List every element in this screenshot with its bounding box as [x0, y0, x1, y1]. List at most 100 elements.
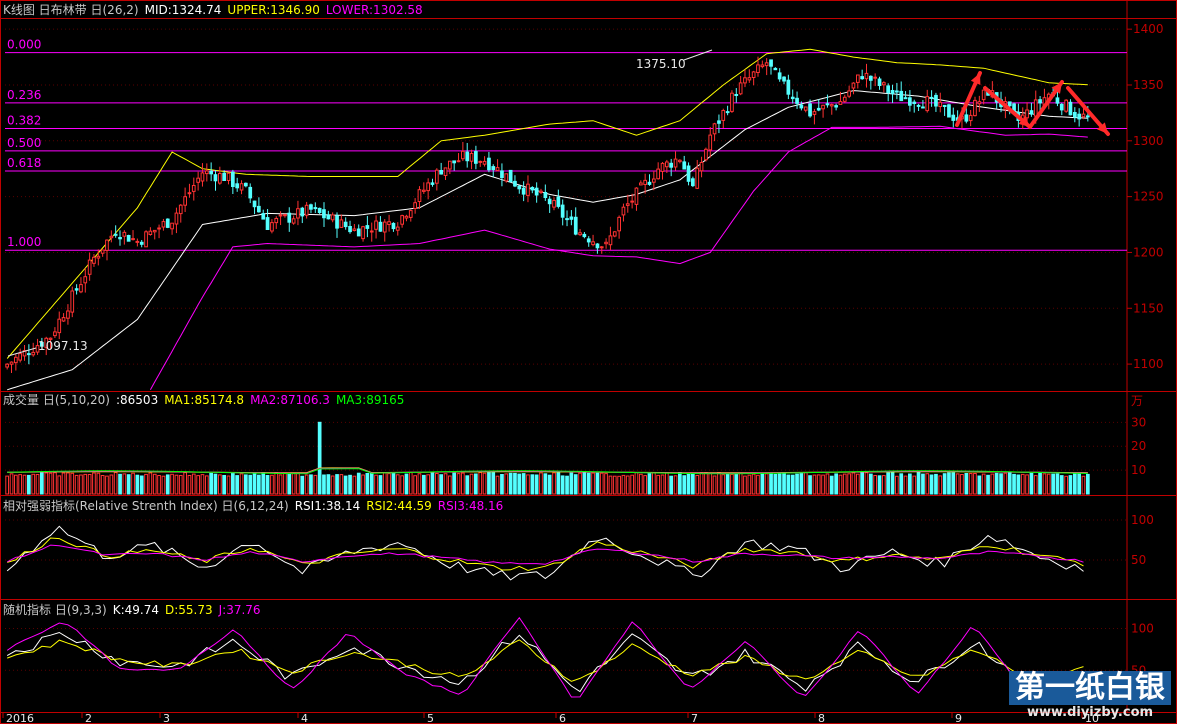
volume-bar: [226, 475, 231, 495]
candle-up: [873, 76, 877, 79]
volume-bar: [816, 474, 821, 495]
volume-bar: [66, 472, 70, 495]
volume-bar: [326, 474, 331, 495]
volume-bar: [612, 475, 617, 495]
candle-up: [426, 182, 430, 192]
volume-bar: [461, 472, 465, 495]
candle-up: [469, 153, 474, 162]
candle-down: [326, 214, 331, 220]
volume-bar: [747, 474, 752, 495]
candle-up: [656, 168, 660, 180]
candle-down: [40, 341, 44, 347]
volume-bar: [148, 472, 153, 495]
volume-bar: [187, 475, 192, 495]
volume-bar: [539, 472, 543, 495]
watermark-title: 第一纸白银: [1009, 671, 1171, 705]
main-header: K线图 日布林带 日(26,2) MID:1324.74 UPPER:1346.90…: [3, 3, 429, 17]
volume-bar: [257, 474, 261, 495]
volume-bar: [491, 472, 496, 495]
candle-down: [474, 151, 478, 164]
volume-bar: [625, 475, 630, 495]
volume-bar: [300, 475, 305, 495]
candle-up: [977, 101, 982, 105]
volume-bar: [908, 473, 912, 495]
volume-bar: [244, 474, 248, 495]
candle-down: [951, 114, 956, 121]
candle-down: [890, 90, 895, 95]
candle-up: [678, 159, 682, 163]
candle-down: [508, 169, 513, 183]
volume-bar: [977, 475, 982, 495]
volume-bar: [274, 472, 279, 495]
candle-up: [14, 356, 18, 364]
volume-bar: [183, 472, 188, 495]
volume-bar: [873, 475, 877, 495]
volume-bar: [751, 473, 756, 495]
volume-bar: [682, 475, 687, 495]
candle-up: [191, 185, 196, 192]
volume-bar: [478, 472, 483, 495]
volume-bar: [469, 473, 474, 495]
candle-up: [183, 196, 188, 206]
candle-up: [1025, 109, 1029, 119]
candle-down: [916, 104, 921, 107]
volume-bar: [569, 472, 574, 495]
candle-down: [565, 218, 569, 221]
candle-up: [842, 96, 847, 102]
candle-up: [48, 337, 53, 340]
k-value: K:49.74: [112, 603, 159, 617]
candle-down: [300, 207, 305, 217]
x-tick-label: 2: [85, 712, 92, 724]
candle-down: [595, 243, 600, 249]
volume-bar: [842, 473, 847, 495]
candle-up: [96, 255, 101, 259]
watermark: 第一纸白银 www.diyizby.com: [1009, 671, 1171, 720]
lower-value: LOWER:1302.58: [325, 3, 423, 17]
arrow-up-1-head: [970, 73, 981, 85]
candle-up: [708, 134, 713, 151]
candle-down: [500, 170, 504, 178]
x-tick-label: 2016: [6, 712, 34, 724]
candle-up: [1033, 99, 1038, 117]
candle-down: [734, 94, 739, 96]
volume-bar: [248, 474, 253, 495]
rsi-panel: [5, 519, 1127, 581]
candle-up: [395, 226, 400, 231]
volume-bar: [669, 475, 673, 495]
volume-bar: [417, 473, 422, 495]
candle-down: [309, 204, 313, 210]
volume-bar: [1068, 475, 1073, 495]
rsi-tick-label: 100: [1131, 513, 1154, 527]
candle-down: [795, 97, 799, 104]
volume-bar: [777, 473, 782, 495]
candle-down: [869, 75, 873, 81]
volume-bar: [812, 474, 817, 495]
candle-up: [18, 353, 22, 361]
volume-bar: [630, 474, 634, 495]
volume-bar: [699, 472, 704, 495]
volume-bar: [456, 473, 461, 495]
volume-bar: [1029, 472, 1034, 495]
candle-down: [322, 209, 326, 219]
candle-up: [973, 99, 977, 117]
volume-bar: [330, 475, 335, 495]
volume-bar: [408, 472, 413, 495]
volume-bar: [1077, 472, 1082, 495]
volume-bar: [921, 473, 925, 495]
volume-bar: [278, 474, 283, 495]
volume-bar: [252, 472, 257, 495]
candle-down: [786, 79, 791, 95]
volume-bar: [942, 473, 947, 495]
kdj-j-line: [6, 616, 1084, 700]
candle-down: [1029, 110, 1034, 115]
candle-down: [252, 200, 257, 208]
volume-bar: [287, 472, 292, 495]
volume-bar: [57, 475, 62, 495]
volume-bar: [387, 473, 391, 495]
candle-down: [1068, 101, 1073, 116]
volume-bar: [790, 474, 795, 495]
arrow-up-2-head: [1051, 82, 1062, 94]
mid-value: MID:1324.74: [144, 3, 222, 17]
volume-bar: [1025, 474, 1029, 495]
